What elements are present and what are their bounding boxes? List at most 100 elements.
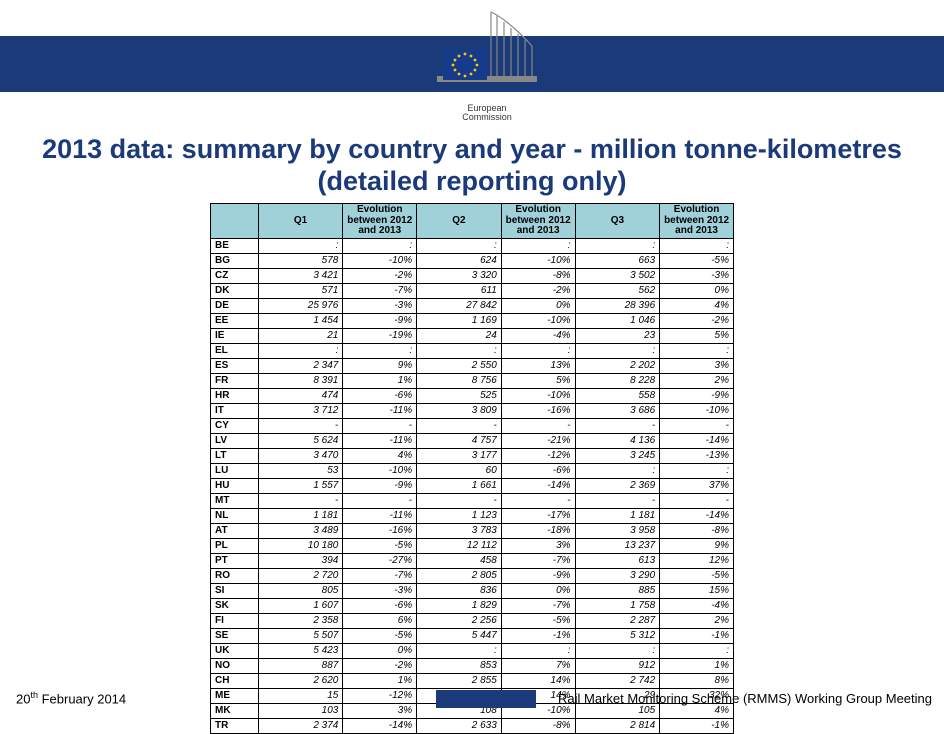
- table-row: MT------: [211, 493, 734, 508]
- cell-e2: -7%: [501, 598, 575, 613]
- cell-q1: 1 607: [258, 598, 343, 613]
- table-row: LV5 624-11%4 757-21%4 136-14%: [211, 433, 734, 448]
- cell-q2: 3 783: [417, 523, 502, 538]
- cell-e1: -14%: [343, 718, 417, 733]
- cell-e2: 0%: [501, 298, 575, 313]
- cell-cc: UK: [211, 643, 259, 658]
- cell-cc: SK: [211, 598, 259, 613]
- cell-q2: 24: [417, 328, 502, 343]
- col-e2: Evolution between 2012 and 2013: [501, 204, 575, 239]
- table-row: SK1 607-6%1 829-7%1 758-4%: [211, 598, 734, 613]
- cell-e1: 6%: [343, 613, 417, 628]
- cell-q1: 53: [258, 463, 343, 478]
- cell-e3: -13%: [660, 448, 734, 463]
- cell-q3: 3 245: [575, 448, 660, 463]
- cell-cc: FR: [211, 373, 259, 388]
- cell-q3: 885: [575, 583, 660, 598]
- cell-e1: -3%: [343, 583, 417, 598]
- cell-q2: 12 112: [417, 538, 502, 553]
- cell-e1: 0%: [343, 643, 417, 658]
- cell-q1: 5 624: [258, 433, 343, 448]
- cell-q3: 2 742: [575, 673, 660, 688]
- cell-q1: :: [258, 343, 343, 358]
- col-e1: Evolution between 2012 and 2013: [343, 204, 417, 239]
- cell-e3: -8%: [660, 523, 734, 538]
- cell-e3: -1%: [660, 628, 734, 643]
- table-row: PT394-27%458-7%61312%: [211, 553, 734, 568]
- cell-q3: 3 502: [575, 268, 660, 283]
- logo-caption-line2: Commission: [462, 112, 512, 122]
- cell-e2: 5%: [501, 373, 575, 388]
- cell-q2: :: [417, 643, 502, 658]
- cell-q1: 2 358: [258, 613, 343, 628]
- cell-e3: :: [660, 238, 734, 253]
- cell-cc: EL: [211, 343, 259, 358]
- cell-e1: -2%: [343, 658, 417, 673]
- cell-e2: -9%: [501, 568, 575, 583]
- cell-e2: 13%: [501, 358, 575, 373]
- cell-q2: 458: [417, 553, 502, 568]
- cell-e2: -10%: [501, 388, 575, 403]
- cell-q3: 5 312: [575, 628, 660, 643]
- cell-e3: -9%: [660, 388, 734, 403]
- cell-q3: 558: [575, 388, 660, 403]
- cell-q1: 3 421: [258, 268, 343, 283]
- cell-q3: :: [575, 343, 660, 358]
- cell-cc: LT: [211, 448, 259, 463]
- cell-e3: 1%: [660, 658, 734, 673]
- cell-q1: 1 454: [258, 313, 343, 328]
- cell-q2: 1 169: [417, 313, 502, 328]
- cell-e3: -: [660, 493, 734, 508]
- col-e3: Evolution between 2012 and 2013: [660, 204, 734, 239]
- cell-q2: 525: [417, 388, 502, 403]
- cell-q3: 1 046: [575, 313, 660, 328]
- cell-cc: BG: [211, 253, 259, 268]
- cell-e2: -16%: [501, 403, 575, 418]
- cell-e3: -2%: [660, 313, 734, 328]
- cell-e1: -6%: [343, 598, 417, 613]
- cell-q3: 562: [575, 283, 660, 298]
- cell-e3: :: [660, 343, 734, 358]
- cell-q2: 60: [417, 463, 502, 478]
- cell-e3: -5%: [660, 568, 734, 583]
- cell-q3: -: [575, 493, 660, 508]
- cell-q2: 3 320: [417, 268, 502, 283]
- cell-cc: CH: [211, 673, 259, 688]
- cell-q3: 4 136: [575, 433, 660, 448]
- ec-logo: European Commission: [432, 10, 542, 128]
- cell-cc: CY: [211, 418, 259, 433]
- cell-cc: EE: [211, 313, 259, 328]
- cell-q1: 2 720: [258, 568, 343, 583]
- cell-cc: TR: [211, 718, 259, 733]
- cell-cc: HU: [211, 478, 259, 493]
- cell-q2: 27 842: [417, 298, 502, 313]
- cell-q3: 28 396: [575, 298, 660, 313]
- cell-q2: 611: [417, 283, 502, 298]
- cell-q2: 836: [417, 583, 502, 598]
- table-row: BE::::::: [211, 238, 734, 253]
- cell-e3: 15%: [660, 583, 734, 598]
- cell-e3: 2%: [660, 613, 734, 628]
- table-row: BG578-10%624-10%663-5%: [211, 253, 734, 268]
- table-row: CZ3 421-2%3 320-8%3 502-3%: [211, 268, 734, 283]
- cell-e3: 12%: [660, 553, 734, 568]
- cell-q3: 2 369: [575, 478, 660, 493]
- cell-q3: 2 202: [575, 358, 660, 373]
- footer-rest: February 2014: [38, 691, 126, 706]
- cell-q2: 4 757: [417, 433, 502, 448]
- cell-cc: IT: [211, 403, 259, 418]
- cell-cc: CZ: [211, 268, 259, 283]
- cell-q1: :: [258, 238, 343, 253]
- cell-q2: -: [417, 493, 502, 508]
- cell-e2: -8%: [501, 268, 575, 283]
- table-row: HU1 557-9%1 661-14%2 36937%: [211, 478, 734, 493]
- cell-cc: LV: [211, 433, 259, 448]
- table-row: UK5 4230%::::: [211, 643, 734, 658]
- cell-cc: SE: [211, 628, 259, 643]
- cell-e2: -17%: [501, 508, 575, 523]
- cell-q3: 1 181: [575, 508, 660, 523]
- cell-cc: BE: [211, 238, 259, 253]
- cell-q2: 1 829: [417, 598, 502, 613]
- cell-q1: 805: [258, 583, 343, 598]
- cell-e1: -5%: [343, 628, 417, 643]
